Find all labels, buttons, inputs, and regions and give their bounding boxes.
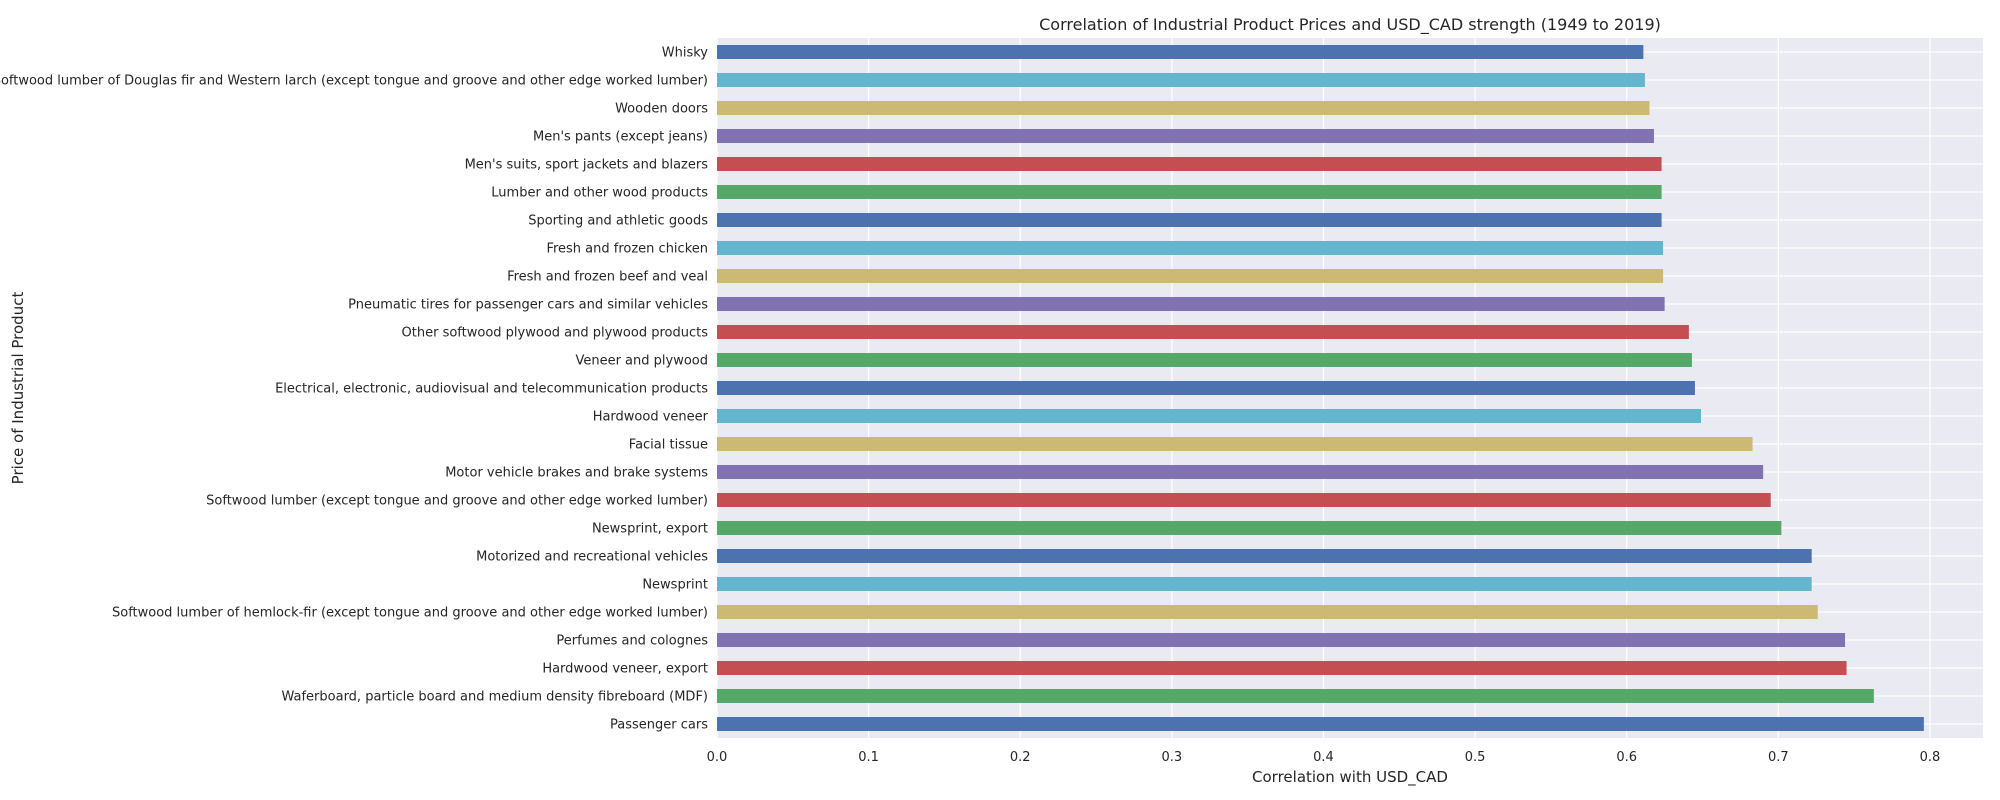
y-tick-label: Lumber and other wood products xyxy=(491,186,708,201)
bars xyxy=(717,45,1924,731)
bar xyxy=(717,521,1782,535)
x-tick-label: 0.1 xyxy=(858,750,879,765)
bar xyxy=(717,409,1701,423)
bar xyxy=(717,269,1664,283)
bar xyxy=(717,241,1664,255)
y-tick-label: Electrical, electronic, audiovisual and … xyxy=(275,382,708,397)
y-tick-label: Newsprint, export xyxy=(592,522,708,537)
bar xyxy=(717,465,1764,479)
y-tick-label: Sporting and athletic goods xyxy=(528,214,708,229)
x-tick-label: 0.8 xyxy=(1920,750,1941,765)
x-tick-label: 0.7 xyxy=(1768,750,1789,765)
x-tick-labels: 0.0 0.1 0.2 0.3 0.4 0.5 0.6 0.7 0.8 xyxy=(707,750,1941,765)
x-tick-label: 0.5 xyxy=(1465,750,1486,765)
bar xyxy=(717,185,1662,199)
y-tick-label: Perfumes and colognes xyxy=(556,634,708,649)
y-tick-label: Waferboard, particle board and medium de… xyxy=(281,690,708,705)
bar xyxy=(717,101,1650,115)
bar xyxy=(717,717,1924,731)
bar xyxy=(717,73,1645,87)
bar xyxy=(717,353,1692,367)
y-tick-label: Hardwood veneer xyxy=(593,410,709,425)
y-tick-label: Whisky xyxy=(662,46,709,61)
y-tick-label: Softwood lumber of hemlock-fir (except t… xyxy=(112,606,708,621)
y-axis-title: Price of Industrial Product xyxy=(9,292,27,485)
y-tick-label: Fresh and frozen beef and veal xyxy=(507,270,708,285)
bar xyxy=(717,381,1695,395)
bar xyxy=(717,213,1662,227)
bar xyxy=(717,157,1662,171)
bar xyxy=(717,661,1847,675)
bar xyxy=(717,549,1812,563)
y-tick-label: Pneumatic tires for passenger cars and s… xyxy=(348,298,708,313)
y-tick-label: Men's suits, sport jackets and blazers xyxy=(465,158,709,173)
bar xyxy=(717,325,1689,339)
x-tick-label: 0.3 xyxy=(1162,750,1183,765)
y-tick-label: Other softwood plywood and plywood produ… xyxy=(402,326,709,341)
y-tick-label: Veneer and plywood xyxy=(575,354,708,369)
x-tick-label: 0.2 xyxy=(1010,750,1031,765)
y-tick-label: Facial tissue xyxy=(629,438,708,453)
bar xyxy=(717,633,1846,647)
x-tick-label: 0.4 xyxy=(1313,750,1334,765)
bar xyxy=(717,437,1753,451)
x-tick-label: 0.0 xyxy=(707,750,728,765)
chart-title: Correlation of Industrial Product Prices… xyxy=(1039,15,1661,35)
bar xyxy=(717,605,1818,619)
x-tick-label: 0.6 xyxy=(1616,750,1637,765)
y-tick-label: Motor vehicle brakes and brake systems xyxy=(445,466,708,481)
y-tick-label: Passenger cars xyxy=(610,718,708,733)
y-tick-label: Fresh and frozen chicken xyxy=(546,242,708,257)
bar xyxy=(717,297,1665,311)
bar xyxy=(717,493,1771,507)
bar xyxy=(717,577,1812,591)
x-axis-title: Correlation with USD_CAD xyxy=(1252,768,1448,787)
bar xyxy=(717,45,1644,59)
bar xyxy=(717,689,1874,703)
bar xyxy=(717,129,1654,143)
y-tick-label: Softwood lumber of Douglas fir and Weste… xyxy=(0,74,708,89)
y-tick-label: Motorized and recreational vehicles xyxy=(476,550,708,565)
y-tick-label: Softwood lumber (except tongue and groov… xyxy=(206,494,708,509)
y-tick-labels: Passenger cars Waferboard, particle board… xyxy=(0,46,709,733)
y-tick-label: Wooden doors xyxy=(615,102,708,117)
y-tick-label: Men's pants (except jeans) xyxy=(533,130,708,145)
y-tick-label: Hardwood veneer, export xyxy=(542,662,708,677)
y-tick-label: Newsprint xyxy=(642,578,708,593)
